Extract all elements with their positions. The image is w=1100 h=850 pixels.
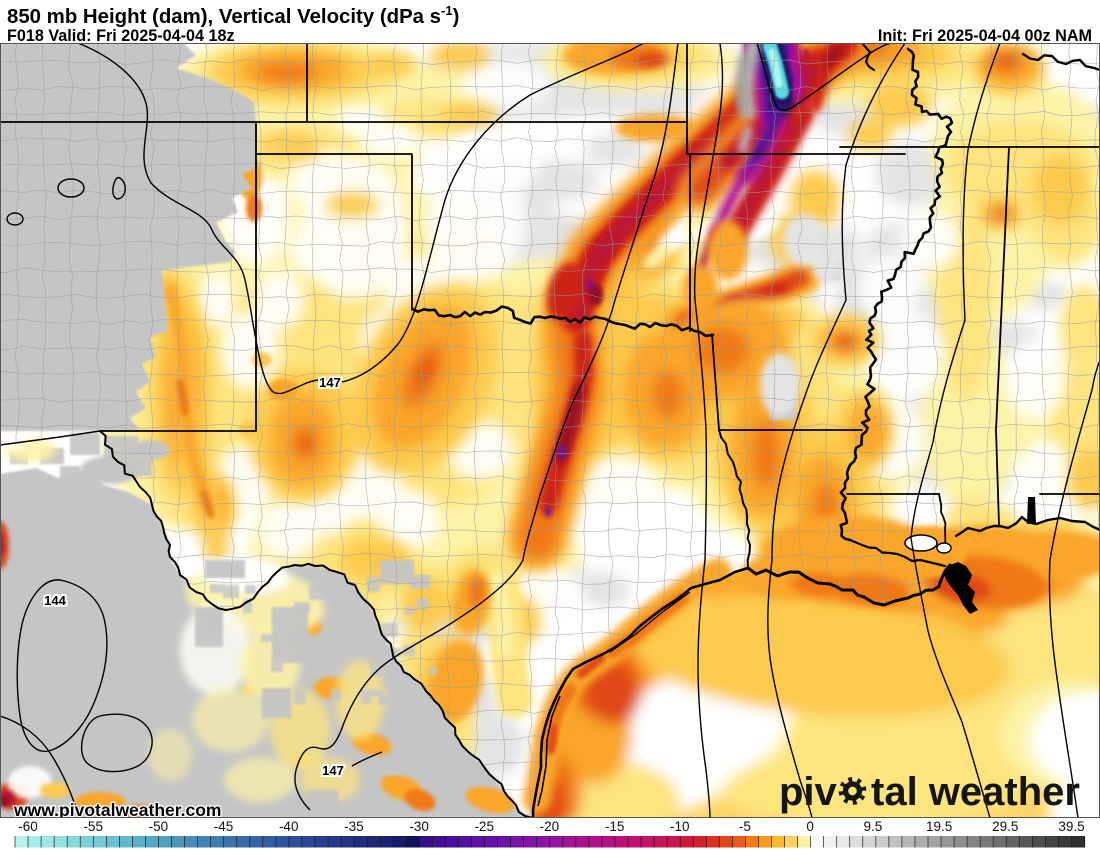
svg-text:-25: -25 <box>474 819 494 834</box>
svg-text:-10: -10 <box>670 819 690 834</box>
svg-text:144: 144 <box>44 593 66 608</box>
svg-text:tal weather: tal weather <box>871 770 1080 814</box>
svg-text:29.5: 29.5 <box>992 819 1018 834</box>
svg-text:9.5: 9.5 <box>864 819 883 834</box>
svg-text:-15: -15 <box>605 819 625 834</box>
svg-text:-30: -30 <box>409 819 429 834</box>
svg-text:-60: -60 <box>18 819 38 834</box>
svg-text:www.pivotalweather.com: www.pivotalweather.com <box>13 800 221 818</box>
svg-text:-5: -5 <box>739 819 751 834</box>
svg-text:-20: -20 <box>540 819 560 834</box>
svg-text:19.5: 19.5 <box>926 819 952 834</box>
svg-text:-50: -50 <box>149 819 169 834</box>
svg-text:-55: -55 <box>83 819 103 834</box>
svg-text:39.5: 39.5 <box>1058 819 1084 834</box>
svg-text:-35: -35 <box>344 819 364 834</box>
svg-text:-40: -40 <box>279 819 299 834</box>
svg-text:0: 0 <box>806 819 814 834</box>
svg-text:147: 147 <box>319 375 341 390</box>
svg-text:piv: piv <box>779 770 838 814</box>
svg-text:-45: -45 <box>214 819 234 834</box>
svg-text:147: 147 <box>322 763 344 778</box>
